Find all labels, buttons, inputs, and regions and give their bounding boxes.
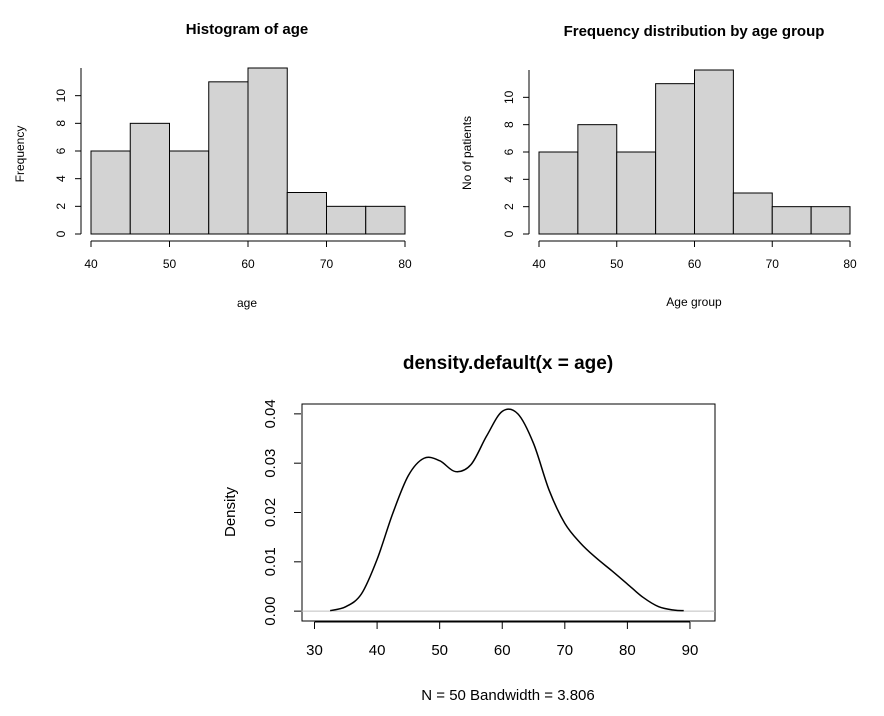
x-tick-label: 70 — [320, 257, 334, 271]
y-tick-label: 6 — [502, 148, 516, 155]
x-tick-label: 50 — [431, 642, 448, 659]
x-tick-label: 60 — [688, 257, 702, 271]
histogram-bar — [732, 192, 773, 235]
y-tick-label: 8 — [54, 120, 68, 127]
x-axis: 40 50 60 70 80 — [532, 240, 857, 271]
x-tick-label: 80 — [398, 257, 412, 271]
y-tick-label: 0.01 — [262, 547, 279, 576]
histogram-bar — [326, 205, 367, 235]
y-tick-label: 0 — [54, 230, 68, 237]
x-tick-label: 50 — [163, 257, 177, 271]
y-tick-label: 4 — [502, 176, 516, 183]
x-tick-label: 90 — [682, 642, 699, 659]
histogram-bar — [694, 69, 734, 235]
frequency-by-age-group-panel: Frequency distribution by age group Age … — [460, 23, 857, 309]
y-tick-label: 6 — [54, 147, 68, 154]
histogram-bar — [286, 192, 327, 235]
x-tick-label: 60 — [494, 642, 511, 659]
x-tick-label: 80 — [619, 642, 636, 659]
histogram-bar — [247, 67, 288, 235]
histogram-bar — [810, 206, 851, 235]
x-tick-label: 70 — [766, 257, 780, 271]
y-axis-label: No of patients — [460, 116, 474, 190]
x-axis: 40 50 60 70 80 — [84, 240, 412, 271]
y-tick-label: 0.02 — [262, 498, 279, 527]
histogram-bar — [129, 122, 170, 235]
y-axis: 0.00 0.01 0.02 0.03 0.04 — [262, 399, 301, 626]
x-tick-label: 40 — [369, 642, 386, 659]
x-tick-label: 40 — [532, 257, 546, 271]
histogram-bar — [365, 205, 406, 235]
chart-title: Histogram of age — [186, 21, 309, 38]
bars — [538, 69, 851, 235]
x-tick-label: 60 — [241, 257, 255, 271]
y-tick-label: 10 — [502, 90, 516, 104]
y-tick-label: 2 — [54, 203, 68, 210]
y-tick-label: 0 — [502, 230, 516, 237]
histogram-age-panel: Histogram of age age Frequency 40 50 60 70 8… — [13, 21, 412, 310]
chart-title: Frequency distribution by age group — [564, 23, 825, 40]
histogram-bar — [616, 151, 657, 235]
y-tick-label: 4 — [54, 175, 68, 182]
y-tick-label: 0.03 — [262, 449, 279, 478]
x-axis-label: N = 50 Bandwidth = 3.806 — [421, 687, 594, 704]
chart-title: density.default(x = age) — [403, 353, 613, 374]
x-axis: 30 40 50 60 70 80 90 — [306, 621, 699, 659]
x-tick-label: 80 — [843, 257, 857, 271]
density-curve — [329, 408, 684, 612]
x-tick-label: 40 — [84, 257, 98, 271]
y-tick-label: 0.04 — [262, 399, 279, 428]
bars — [90, 67, 406, 235]
x-axis-label: Age group — [666, 295, 722, 309]
histogram-bar — [577, 124, 618, 235]
x-tick-label: 30 — [306, 642, 323, 659]
histogram-bar — [771, 206, 812, 235]
histogram-bar — [538, 151, 579, 235]
histogram-bar — [169, 150, 210, 235]
density-line — [329, 408, 684, 612]
histogram-bar — [655, 83, 695, 235]
y-axis: 0 2 4 6 8 10 — [54, 68, 82, 237]
y-axis: 0 2 4 6 8 10 — [502, 70, 530, 237]
x-tick-label: 50 — [610, 257, 624, 271]
y-tick-label: 10 — [54, 89, 68, 103]
x-tick-label: 70 — [556, 642, 573, 659]
y-axis-label: Frequency — [13, 126, 27, 183]
y-tick-label: 2 — [502, 203, 516, 210]
plot-frame — [301, 403, 716, 622]
y-tick-label: 8 — [502, 121, 516, 128]
y-axis-label: Density — [222, 486, 239, 537]
density-panel: density.default(x = age) N = 50 Bandwidt… — [222, 353, 716, 704]
x-axis-label: age — [237, 296, 257, 310]
y-tick-label: 0.00 — [262, 597, 279, 626]
histogram-bar — [208, 81, 249, 235]
histogram-bar — [90, 150, 131, 235]
